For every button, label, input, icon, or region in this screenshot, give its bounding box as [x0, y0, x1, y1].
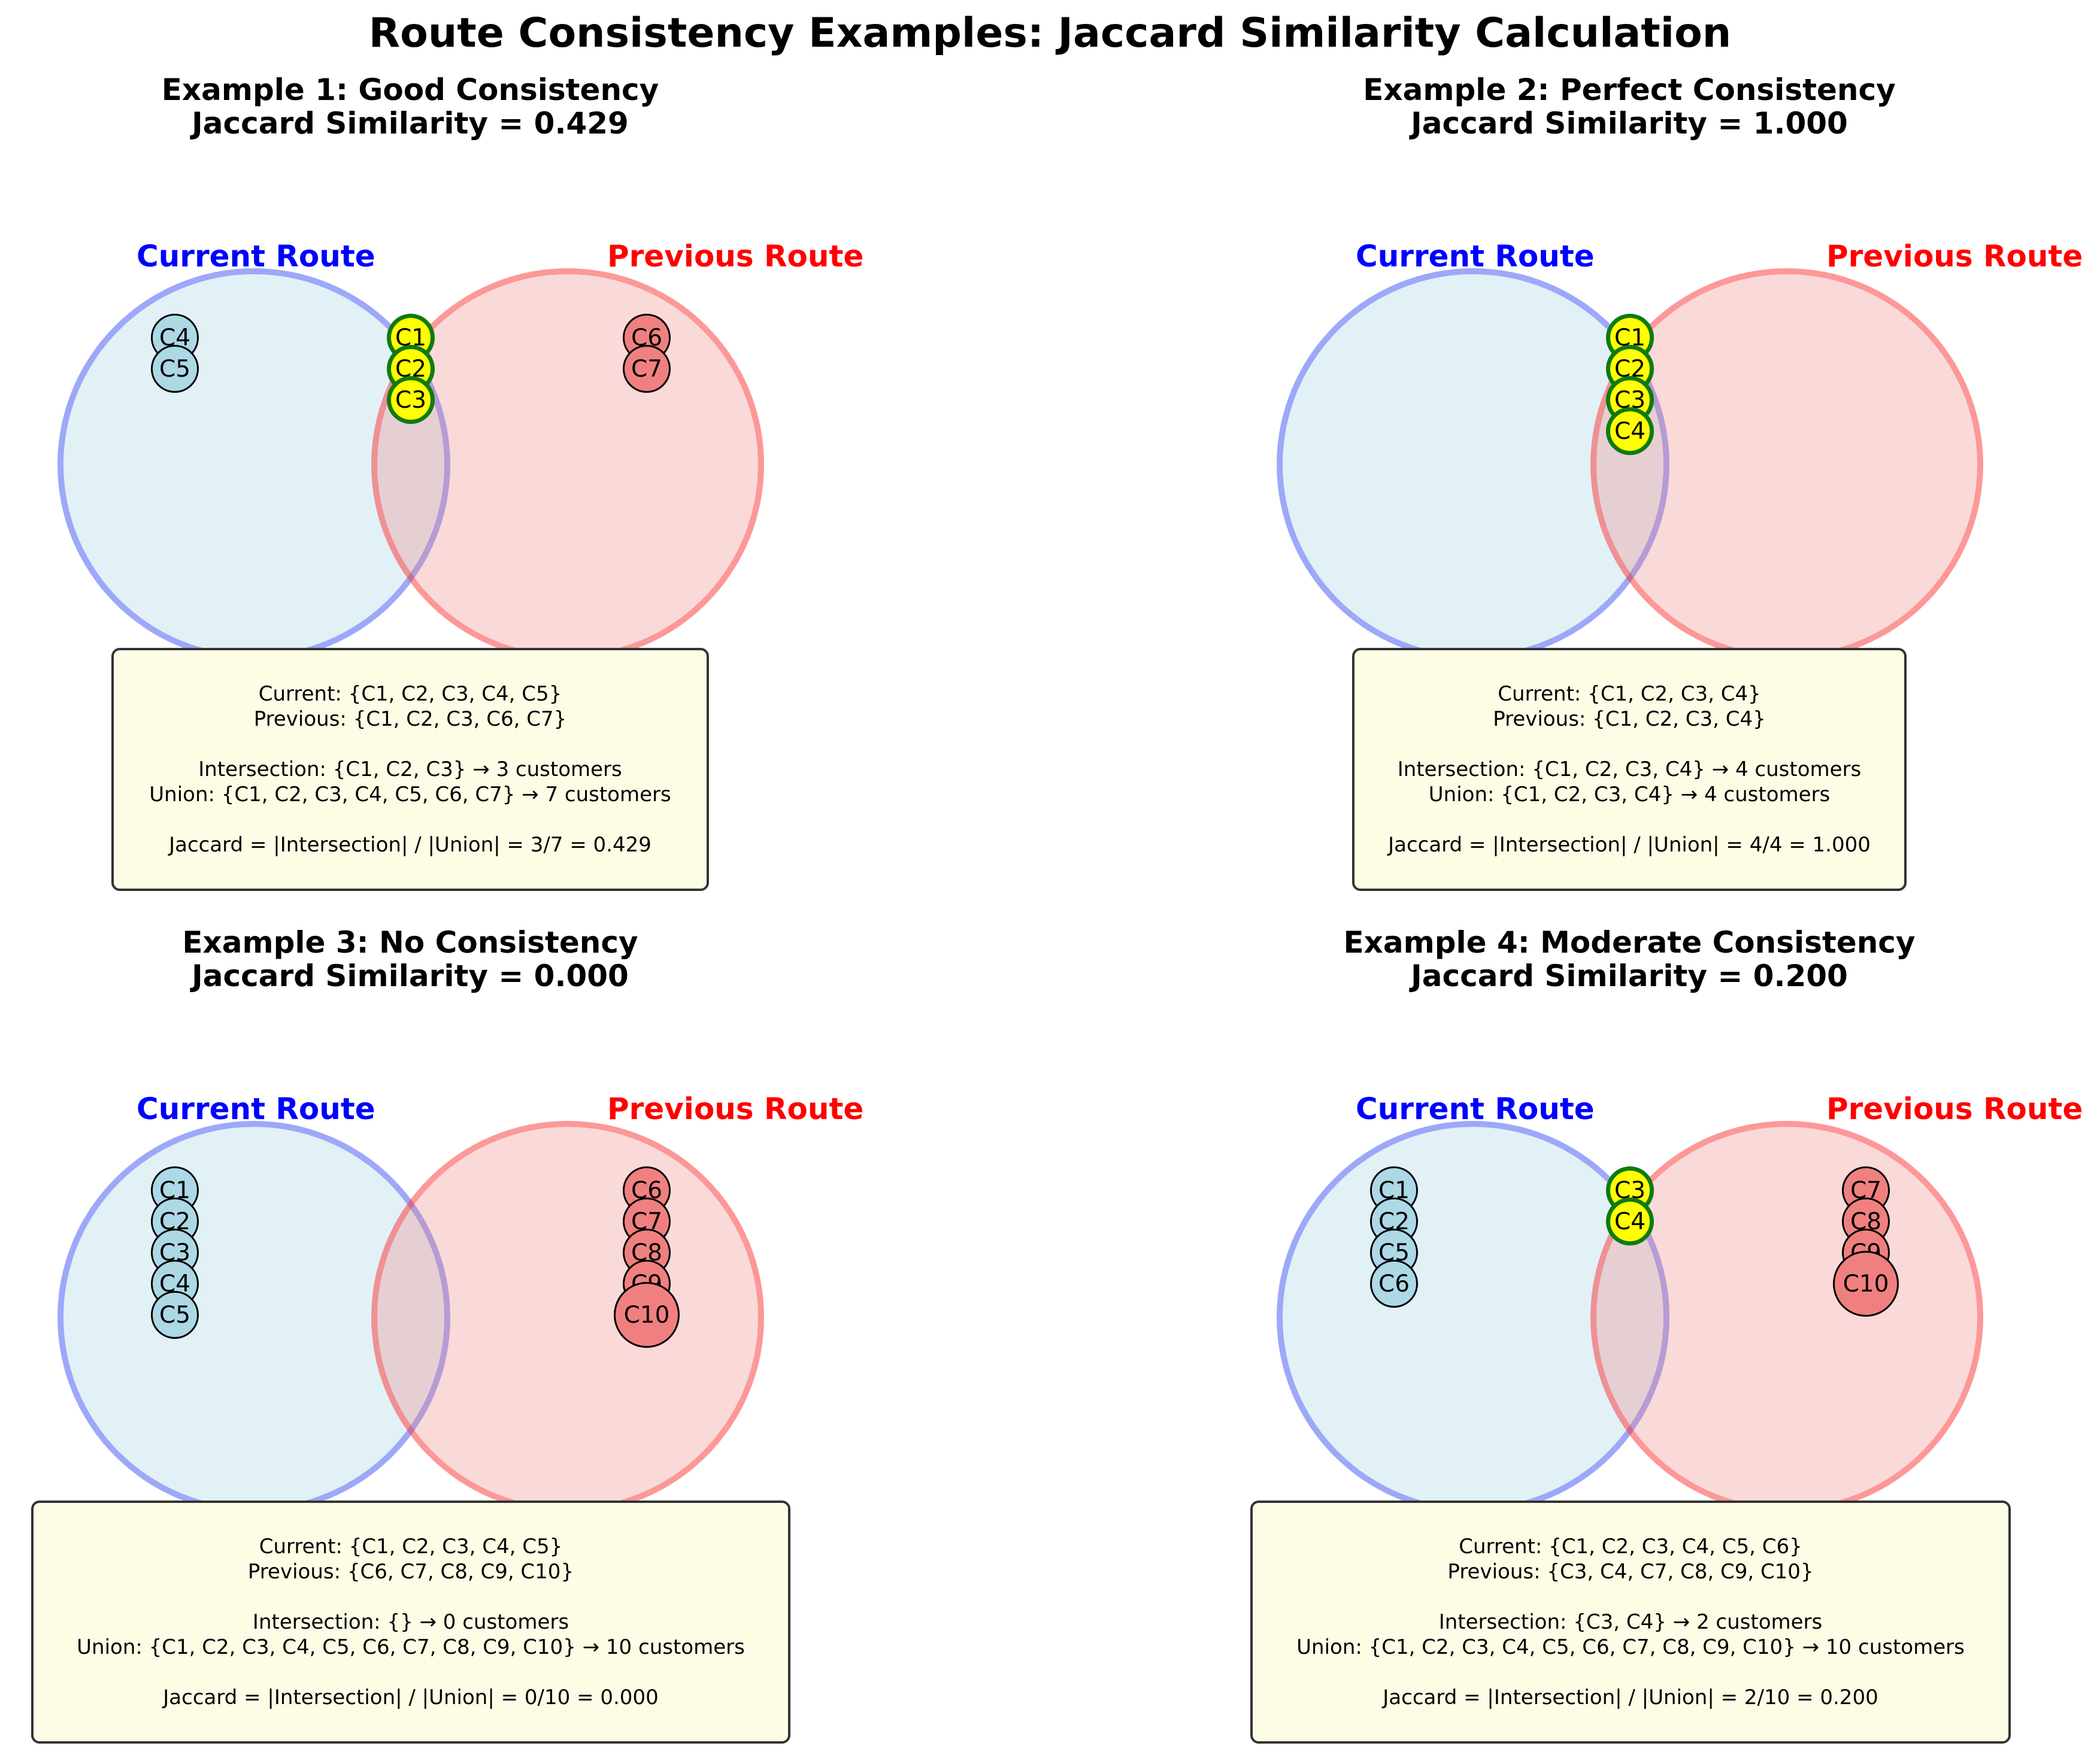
jaccard-formula-text: Jaccard = |Intersection| / |Union| = 0/1…: [163, 1686, 659, 1709]
previous-route-label: Previous Route: [607, 1092, 864, 1126]
jaccard-formula-text: Jaccard = |Intersection| / |Union| = 3/7…: [169, 833, 651, 857]
union-text: Union: {C1, C2, C3, C4, C5, C6, C7, C8, …: [77, 1635, 745, 1659]
panel-subtitle: Jaccard Similarity = 0.429: [192, 106, 629, 141]
customer-node-shared: C3: [387, 376, 435, 424]
current-route-label: Current Route: [137, 239, 375, 274]
previous-set-text: Previous: {C3, C4, C7, C8, C9, C10}: [1447, 1560, 1814, 1584]
customer-node-shared: C4: [1606, 407, 1654, 455]
current-route-label: Current Route: [1356, 1092, 1595, 1126]
customer-node-current: C6: [1370, 1260, 1418, 1308]
previous-set-text: Previous: {C1, C2, C3, C6, C7}: [253, 707, 567, 731]
union-text: Union: {C1, C2, C3, C4, C5, C6, C7, C8, …: [1296, 1635, 1965, 1659]
current-route-label: Current Route: [1356, 239, 1595, 274]
panel-title: Example 4: Moderate Consistency: [1343, 925, 1916, 960]
intersection-text: Intersection: {C1, C2, C3, C4} → 4 custo…: [1397, 757, 1862, 781]
calculation-info-box: Current: {C1, C2, C3, C4} Previous: {C1, …: [1352, 648, 1907, 891]
customer-node-current: C5: [151, 345, 199, 393]
previous-route-label: Previous Route: [607, 239, 864, 274]
current-route-label: Current Route: [137, 1092, 375, 1126]
calculation-info-box: Current: {C1, C2, C3, C4, C5} Previous: {…: [111, 648, 709, 891]
customer-node-previous: C10: [614, 1282, 680, 1348]
panel-title: Example 2: Perfect Consistency: [1363, 72, 1896, 107]
intersection-text: Intersection: {C1, C2, C3} → 3 customers: [198, 757, 622, 781]
calculation-info-box: Current: {C1, C2, C3, C4, C5} Previous: {…: [31, 1501, 790, 1744]
main-title: Route Consistency Examples: Jaccard Simi…: [368, 10, 1732, 57]
customer-node-shared: C4: [1606, 1198, 1654, 1245]
previous-route-circle: [1590, 268, 1983, 661]
jaccard-formula-text: Jaccard = |Intersection| / |Union| = 2/1…: [1383, 1686, 1878, 1709]
panel-subtitle: Jaccard Similarity = 0.000: [192, 959, 629, 993]
current-set-text: Current: {C1, C2, C3, C4, C5, C6}: [1459, 1535, 1802, 1559]
previous-set-text: Previous: {C6, C7, C8, C9, C10}: [247, 1560, 574, 1584]
current-set-text: Current: {C1, C2, C3, C4, C5}: [258, 682, 562, 706]
previous-route-circle: [1590, 1121, 1983, 1514]
union-text: Union: {C1, C2, C3, C4} → 4 customers: [1428, 783, 1831, 807]
intersection-text: Intersection: {} → 0 customers: [252, 1610, 569, 1634]
previous-route-circle: [371, 1121, 764, 1514]
previous-set-text: Previous: {C1, C2, C3, C4}: [1493, 707, 1766, 731]
previous-route-circle: [371, 268, 764, 661]
panel-subtitle: Jaccard Similarity = 0.200: [1411, 959, 1848, 993]
jaccard-formula-text: Jaccard = |Intersection| / |Union| = 4/4…: [1388, 833, 1871, 857]
previous-route-label: Previous Route: [1826, 1092, 2083, 1126]
current-route-circle: [1277, 268, 1669, 661]
union-text: Union: {C1, C2, C3, C4, C5, C6, C7} → 7 …: [149, 783, 671, 807]
calculation-info-box: Current: {C1, C2, C3, C4, C5, C6} Previou…: [1250, 1501, 2011, 1744]
customer-node-previous: C7: [623, 345, 671, 393]
previous-route-label: Previous Route: [1826, 239, 2083, 274]
customer-node-previous: C10: [1833, 1251, 1899, 1317]
panel-title: Example 3: No Consistency: [182, 925, 638, 960]
intersection-text: Intersection: {C3, C4} → 2 customers: [1438, 1610, 1823, 1634]
panel-subtitle: Jaccard Similarity = 1.000: [1411, 106, 1848, 141]
current-set-text: Current: {C1, C2, C3, C4, C5}: [259, 1535, 563, 1559]
current-set-text: Current: {C1, C2, C3, C4}: [1498, 682, 1761, 706]
panel-title: Example 1: Good Consistency: [161, 72, 659, 107]
customer-node-current: C5: [151, 1291, 199, 1339]
